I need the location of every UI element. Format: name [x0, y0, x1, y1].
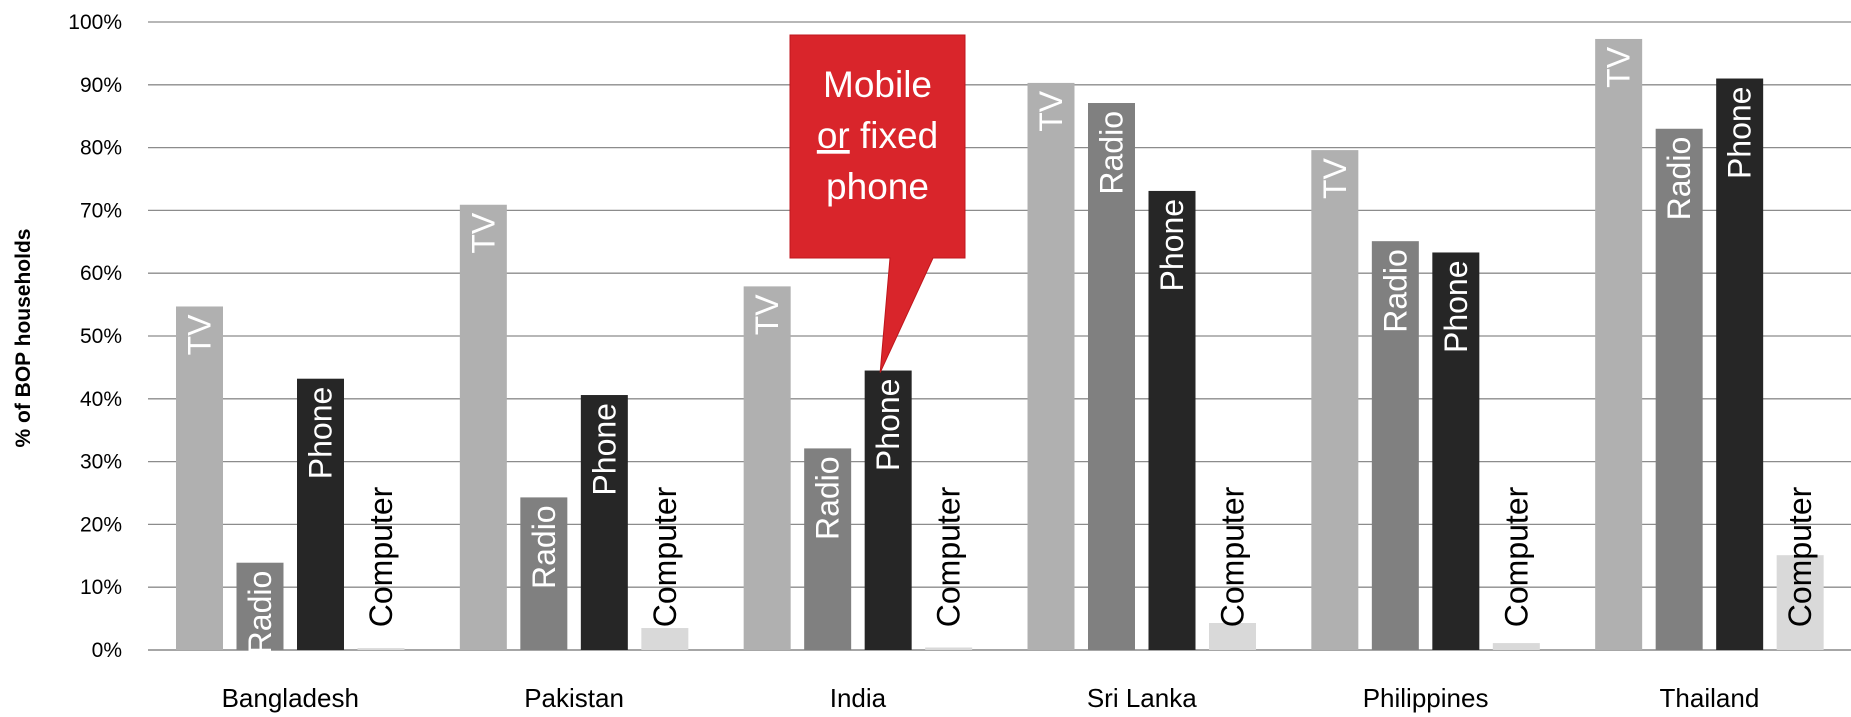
- bar-series-label: Computer: [363, 486, 399, 627]
- category-label: Sri Lanka: [1087, 683, 1197, 713]
- category-label: Thailand: [1660, 683, 1760, 713]
- bar-series-label: TV: [465, 212, 501, 254]
- y-tick-label: 30%: [80, 451, 122, 474]
- y-axis-label: % of BOP households: [12, 229, 35, 448]
- x-axis-categories: Bangladesh Pakistan India Sri Lanka Philippi…: [222, 683, 1760, 713]
- bar: [1432, 252, 1480, 650]
- category-label: Pakistan: [524, 683, 624, 713]
- bar-series-label: Computer: [1782, 486, 1818, 627]
- bar-series-label: Radio: [242, 571, 278, 655]
- bar: [297, 378, 344, 650]
- y-tick-label: 40%: [80, 388, 122, 411]
- callout-line: Mobile: [823, 64, 932, 105]
- bar: [1311, 150, 1359, 650]
- bar-series-label: Phone: [1722, 87, 1758, 180]
- bar: [1776, 555, 1824, 650]
- bar: [176, 306, 223, 650]
- bar: [1595, 38, 1643, 651]
- bar: [459, 204, 507, 651]
- y-tick-label: 0%: [92, 639, 122, 662]
- y-tick-label: 60%: [80, 262, 122, 285]
- y-tick-label: 100%: [68, 11, 122, 34]
- bar-series-label: Phone: [303, 387, 339, 480]
- bar: [580, 395, 628, 650]
- bar: [1371, 241, 1419, 650]
- callout-line: phone: [826, 166, 929, 207]
- bar: [743, 286, 791, 650]
- callout-annotation: Mobile or fixed phone: [789, 34, 966, 373]
- grid-lines: [148, 21, 1851, 651]
- bar-series-label: Phone: [1154, 199, 1190, 292]
- bar-series-label: TV: [1317, 157, 1353, 199]
- bar-series-label: Radio: [526, 505, 562, 589]
- bar: [1209, 622, 1256, 650]
- bar-series-label: Radio: [1661, 137, 1697, 221]
- category-label: Bangladesh: [222, 683, 359, 713]
- bar: [520, 497, 568, 650]
- y-tick-label: 50%: [80, 325, 122, 348]
- category-label: India: [830, 683, 887, 713]
- y-tick-label: 10%: [80, 576, 122, 599]
- bar-series-label: Computer: [1498, 486, 1534, 627]
- y-tick-label: 80%: [80, 137, 122, 160]
- bar: [804, 448, 852, 650]
- y-tick-label: 90%: [80, 74, 122, 97]
- callout-box: [789, 34, 966, 373]
- bar: [1492, 643, 1540, 650]
- bar-series-label: Computer: [1215, 486, 1251, 627]
- bar-series-label: Phone: [1438, 260, 1474, 353]
- callout-underlined-word: or: [817, 115, 850, 156]
- bar-series-label: Computer: [931, 486, 967, 627]
- bar: [236, 562, 284, 650]
- y-axis-ticks: 0% 10% 20% 30% 40% 50% 60% 70% 80% 90% 100%: [68, 11, 122, 662]
- bar: [1655, 128, 1703, 650]
- callout-line: or fixed: [817, 115, 938, 156]
- bar-series-label: TV: [1601, 46, 1637, 88]
- bars: TV Radio Phone Computer TV Radio Phone Computer…: [176, 38, 1824, 655]
- category-label: Philippines: [1363, 683, 1489, 713]
- bar-series-label: TV: [182, 314, 218, 356]
- bar-series-label: TV: [1033, 90, 1069, 132]
- bar: [641, 628, 689, 650]
- y-tick-label: 20%: [80, 513, 122, 536]
- bar-series-label: Computer: [647, 486, 683, 627]
- bar-series-label: Phone: [870, 379, 906, 472]
- bar-series-label: Radio: [810, 456, 846, 540]
- bar: [1716, 78, 1764, 650]
- bar: [864, 370, 912, 650]
- bar: [357, 648, 405, 650]
- y-tick-label: 70%: [80, 199, 122, 222]
- bar: [925, 647, 973, 650]
- bar: [1148, 190, 1196, 650]
- bar-series-label: TV: [749, 294, 785, 336]
- bar-series-label: Phone: [586, 403, 622, 496]
- bar: [1027, 82, 1075, 650]
- bar-series-label: Radio: [1094, 111, 1130, 195]
- bar-series-label: Radio: [1377, 249, 1413, 333]
- bar: [1088, 103, 1135, 650]
